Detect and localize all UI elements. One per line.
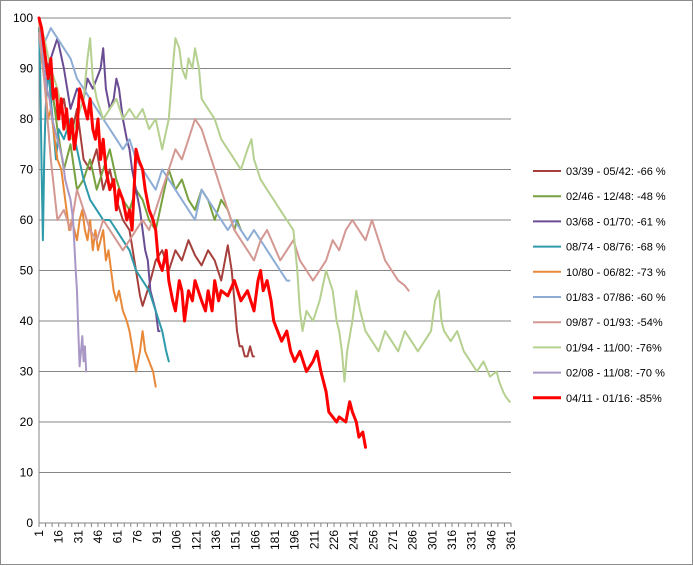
x-tick-label: 166 bbox=[248, 530, 262, 550]
y-tick-label: 60 bbox=[20, 213, 34, 227]
x-tick-label: 271 bbox=[386, 530, 400, 550]
series-line-5 bbox=[38, 17, 157, 388]
x-tick-label: 196 bbox=[288, 530, 302, 550]
x-tick-label: 331 bbox=[465, 530, 479, 550]
x-tick-label: 286 bbox=[406, 530, 420, 550]
legend: 03/39 - 05/42: -66 % 02/46 - 12/48: -48 %… bbox=[533, 166, 666, 405]
x-tick-label: 316 bbox=[445, 530, 459, 550]
series-lines bbox=[37, 16, 511, 449]
legend-label: 04/11 - 01/16: -85% bbox=[566, 393, 662, 405]
x-tick-label: 76 bbox=[130, 530, 144, 544]
y-tick-label: 20 bbox=[20, 415, 34, 429]
y-tick-label: 70 bbox=[20, 163, 34, 177]
y-tick-label: 80 bbox=[20, 112, 34, 126]
x-tick-label: 181 bbox=[268, 530, 282, 550]
y-tick-label: 100 bbox=[13, 11, 33, 25]
x-tick-label: 1 bbox=[32, 530, 46, 537]
x-tick-label: 346 bbox=[484, 530, 498, 550]
x-tick-label: 121 bbox=[189, 530, 203, 550]
axes: 0 10 20 30 40 50 60 70 80 90 100 1 16 31 46 61 76 91 106 12… bbox=[13, 11, 518, 550]
x-tick-label: 31 bbox=[71, 530, 85, 544]
series-line-2 bbox=[38, 17, 242, 232]
series-line-7 bbox=[38, 32, 410, 292]
series-line-4 bbox=[38, 27, 170, 363]
x-tick-label: 106 bbox=[170, 530, 184, 550]
series-line-8 bbox=[38, 17, 511, 403]
series-line-1 bbox=[38, 17, 255, 358]
series-line-9 bbox=[38, 17, 88, 373]
y-tick-label: 90 bbox=[20, 62, 34, 76]
y-tick-label: 30 bbox=[20, 365, 34, 379]
y-tick-label: 0 bbox=[26, 516, 33, 530]
x-tick-label: 226 bbox=[327, 530, 341, 550]
y-tick-label: 10 bbox=[20, 466, 34, 480]
x-tick-label: 256 bbox=[366, 530, 380, 550]
legend-label: 01/94 - 11/00: -76% bbox=[566, 342, 662, 354]
legend-label: 01/83 - 07/86: -60 % bbox=[566, 292, 666, 304]
x-tick-label: 16 bbox=[52, 530, 66, 544]
x-tick-label: 61 bbox=[111, 530, 125, 544]
x-tick-label: 301 bbox=[425, 530, 439, 550]
x-tick-label: 241 bbox=[347, 530, 361, 550]
x-tick-label: 136 bbox=[209, 530, 223, 550]
y-tick-label: 50 bbox=[20, 264, 34, 278]
x-tick-label: 211 bbox=[307, 530, 321, 549]
gridlines bbox=[39, 17, 511, 473]
legend-label: 09/87 - 01/93: -54% bbox=[566, 317, 663, 329]
legend-label: 10/80 - 06/82: -73 % bbox=[566, 267, 666, 279]
legend-label: 03/39 - 05/42: -66 % bbox=[566, 166, 666, 178]
legend-label: 02/08 - 11/08: -70 % bbox=[566, 368, 665, 380]
legend-label: 02/46 - 12/48: -48 % bbox=[566, 191, 666, 203]
legend-label: 03/68 - 01/70: -61 % bbox=[566, 216, 666, 228]
series-line-3 bbox=[38, 17, 161, 333]
x-tick-label: 91 bbox=[150, 530, 164, 544]
x-tick-label: 151 bbox=[229, 530, 243, 550]
x-tick-label: 361 bbox=[504, 530, 518, 550]
y-tick-label: 40 bbox=[20, 314, 34, 328]
series-line-10 bbox=[37, 16, 367, 449]
x-tick-label: 46 bbox=[91, 530, 105, 544]
series-line-6 bbox=[38, 27, 291, 282]
legend-label: 08/74 - 08/76: -68 % bbox=[566, 242, 666, 254]
